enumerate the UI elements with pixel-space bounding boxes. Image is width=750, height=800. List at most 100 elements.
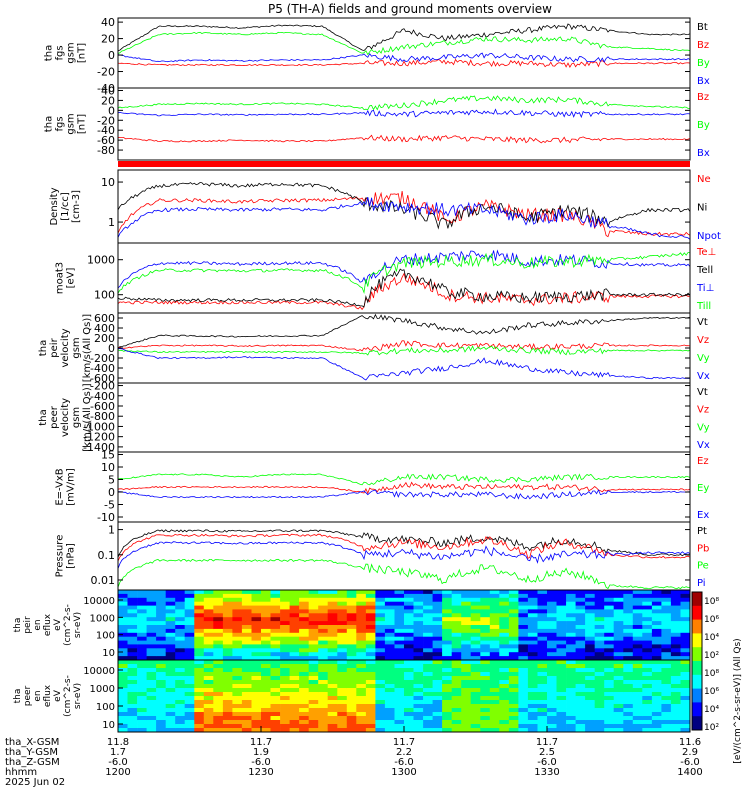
spec-cell [241, 676, 252, 681]
spec-cell [365, 609, 376, 614]
spec-cell [165, 676, 176, 681]
ytick-label-peir_spec: 1000 [90, 613, 115, 624]
spec-cell [213, 692, 224, 697]
spec-cell [680, 632, 691, 638]
spec-cell [375, 648, 386, 653]
spec-cell [404, 700, 414, 705]
colorbar-tick: 10⁴ [704, 633, 719, 643]
spec-cell [594, 724, 605, 729]
spec-cell [156, 728, 166, 733]
spec-cell [165, 636, 176, 641]
spec-cell [165, 696, 176, 701]
spec-cell [404, 652, 414, 657]
spec-cell [184, 609, 195, 614]
spec-cell [213, 625, 224, 630]
spec-cell [384, 712, 395, 717]
spec-cell [127, 609, 138, 614]
spec-cell [575, 632, 586, 638]
spec-cell [537, 680, 548, 685]
spec-cell [346, 724, 357, 729]
spec-cell [203, 605, 214, 610]
spec-cell [213, 640, 224, 645]
spec-cell [585, 660, 595, 665]
spec-cell [184, 613, 195, 618]
spec-cell [261, 724, 271, 729]
spec-cell [489, 590, 500, 595]
spec-cell [527, 605, 538, 610]
spec-cell [384, 644, 395, 649]
spec-cell [156, 605, 166, 610]
spec-cell [499, 601, 510, 606]
spec-cell [518, 672, 529, 677]
spec-cell [346, 708, 357, 713]
spec-cell [680, 680, 691, 685]
spec-cell [451, 601, 462, 606]
spec-cell [337, 625, 348, 630]
spec-cell [480, 680, 491, 685]
spec-cell [613, 640, 624, 645]
legend-peer_velocity-Vt: Vt [697, 387, 708, 398]
spec-cell [613, 720, 624, 725]
spec-cell [241, 656, 252, 661]
spec-cell [632, 632, 643, 638]
spec-cell [299, 720, 309, 725]
spec-cell [299, 652, 309, 657]
spec-cell [394, 656, 405, 661]
spec-cell [642, 676, 653, 681]
spec-cell [442, 676, 452, 681]
spec-cell [680, 617, 691, 622]
spec-cell [346, 601, 357, 606]
spec-cell [289, 613, 300, 618]
spec-cell [527, 704, 538, 709]
spec-cell [413, 640, 424, 645]
spec-cell [375, 680, 386, 685]
spec-cell [127, 716, 138, 721]
spec-cell [375, 696, 386, 701]
spec-cell [137, 625, 147, 630]
panel-peir_spec: 10000100010010thapeirenefluxeV(cm^2-s-sr… [13, 589, 691, 661]
spec-cell [280, 696, 290, 701]
spec-cell [604, 605, 615, 610]
spec-cell [461, 684, 472, 689]
spec-cell [556, 720, 567, 725]
spec-cell [623, 628, 634, 634]
spec-cell [394, 625, 405, 630]
spec-cell [165, 728, 176, 733]
spec-cell [270, 613, 281, 618]
ytick-label-fgs_gsm: -20 [97, 114, 115, 127]
xrow-value: 11.7 [393, 737, 415, 748]
spec-cell [318, 625, 329, 630]
spec-cell [680, 708, 691, 713]
spec-cell [594, 590, 605, 595]
spec-cell [566, 676, 576, 681]
spec-cell [222, 625, 233, 630]
spec-cell [337, 712, 348, 717]
spec-cell [222, 676, 233, 681]
spec-cell [489, 688, 500, 693]
spec-cell [461, 660, 472, 665]
spec-cell [537, 708, 548, 713]
spec-cell [356, 621, 367, 626]
spec-cell [642, 712, 653, 717]
spec-cell [556, 656, 567, 661]
spec-cell [442, 656, 452, 661]
spec-cell [165, 688, 176, 693]
spec-cell [461, 640, 472, 645]
spec-cell [127, 605, 138, 610]
spec-cell [308, 704, 319, 709]
spec-cell [365, 708, 376, 713]
ylabel-peir_spec: thapeirenefluxeV(cm^2-s-sr-eV) [13, 604, 83, 646]
ytick-label-peir_spec: 100 [96, 631, 115, 642]
spec-cell [527, 692, 538, 697]
spec-cell [432, 636, 443, 641]
spec-cell [299, 636, 309, 641]
spec-cell [280, 601, 290, 606]
spec-cell [404, 644, 414, 649]
spec-cell [442, 636, 452, 641]
spec-cell [146, 617, 157, 622]
spec-cell [156, 597, 166, 603]
spec-cell [527, 601, 538, 606]
spec-cell [461, 676, 472, 681]
plot-title: P5 (TH-A) fields and ground moments over… [268, 2, 552, 16]
spec-cell [184, 617, 195, 622]
